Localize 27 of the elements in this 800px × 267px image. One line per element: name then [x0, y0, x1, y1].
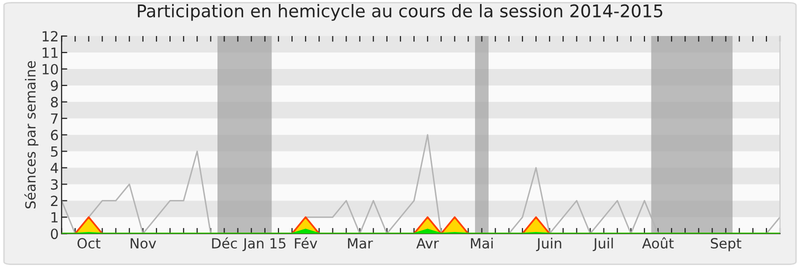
y-tick-label: 4	[50, 162, 58, 174]
x-tick-label: Août	[642, 237, 674, 249]
x-tick-label: Fév	[294, 237, 318, 249]
x-tick-label: Juin	[536, 238, 562, 252]
y-tick-label: 8	[50, 96, 58, 108]
x-tick-label: Avr	[416, 238, 439, 248]
y-tick-label: 1	[52, 212, 58, 222]
y-tick-label: 9	[50, 80, 58, 91]
x-tick-label: Sept	[710, 238, 742, 252]
y-tick-label: 3	[51, 179, 58, 190]
y-tick-label: 11	[42, 48, 58, 58]
x-tick-label: Mai	[470, 238, 493, 249]
x-tick-label: Mar	[348, 238, 373, 249]
x-tick-label: Oct	[77, 238, 100, 249]
chart-title: Participation en hemicycle au cours de la session 2014-2015	[138, 4, 662, 21]
y-axis-title: Séances par semaine	[24, 61, 38, 208]
y-tick-label: 2	[51, 196, 58, 206]
y-tick-label: 5	[51, 146, 58, 157]
y-tick-label: 10	[42, 64, 58, 74]
x-tick-label: Nov	[130, 238, 156, 249]
x-tick-label: Déc	[212, 237, 237, 249]
y-tick-label: 0	[50, 228, 58, 240]
y-tick-label: 7	[51, 114, 58, 124]
x-tick-label: Juil	[592, 238, 613, 252]
y-tick-label: 12	[42, 31, 58, 42]
x-tick-label: Jan 15	[242, 238, 286, 252]
y-tick-label: 6	[50, 130, 58, 140]
